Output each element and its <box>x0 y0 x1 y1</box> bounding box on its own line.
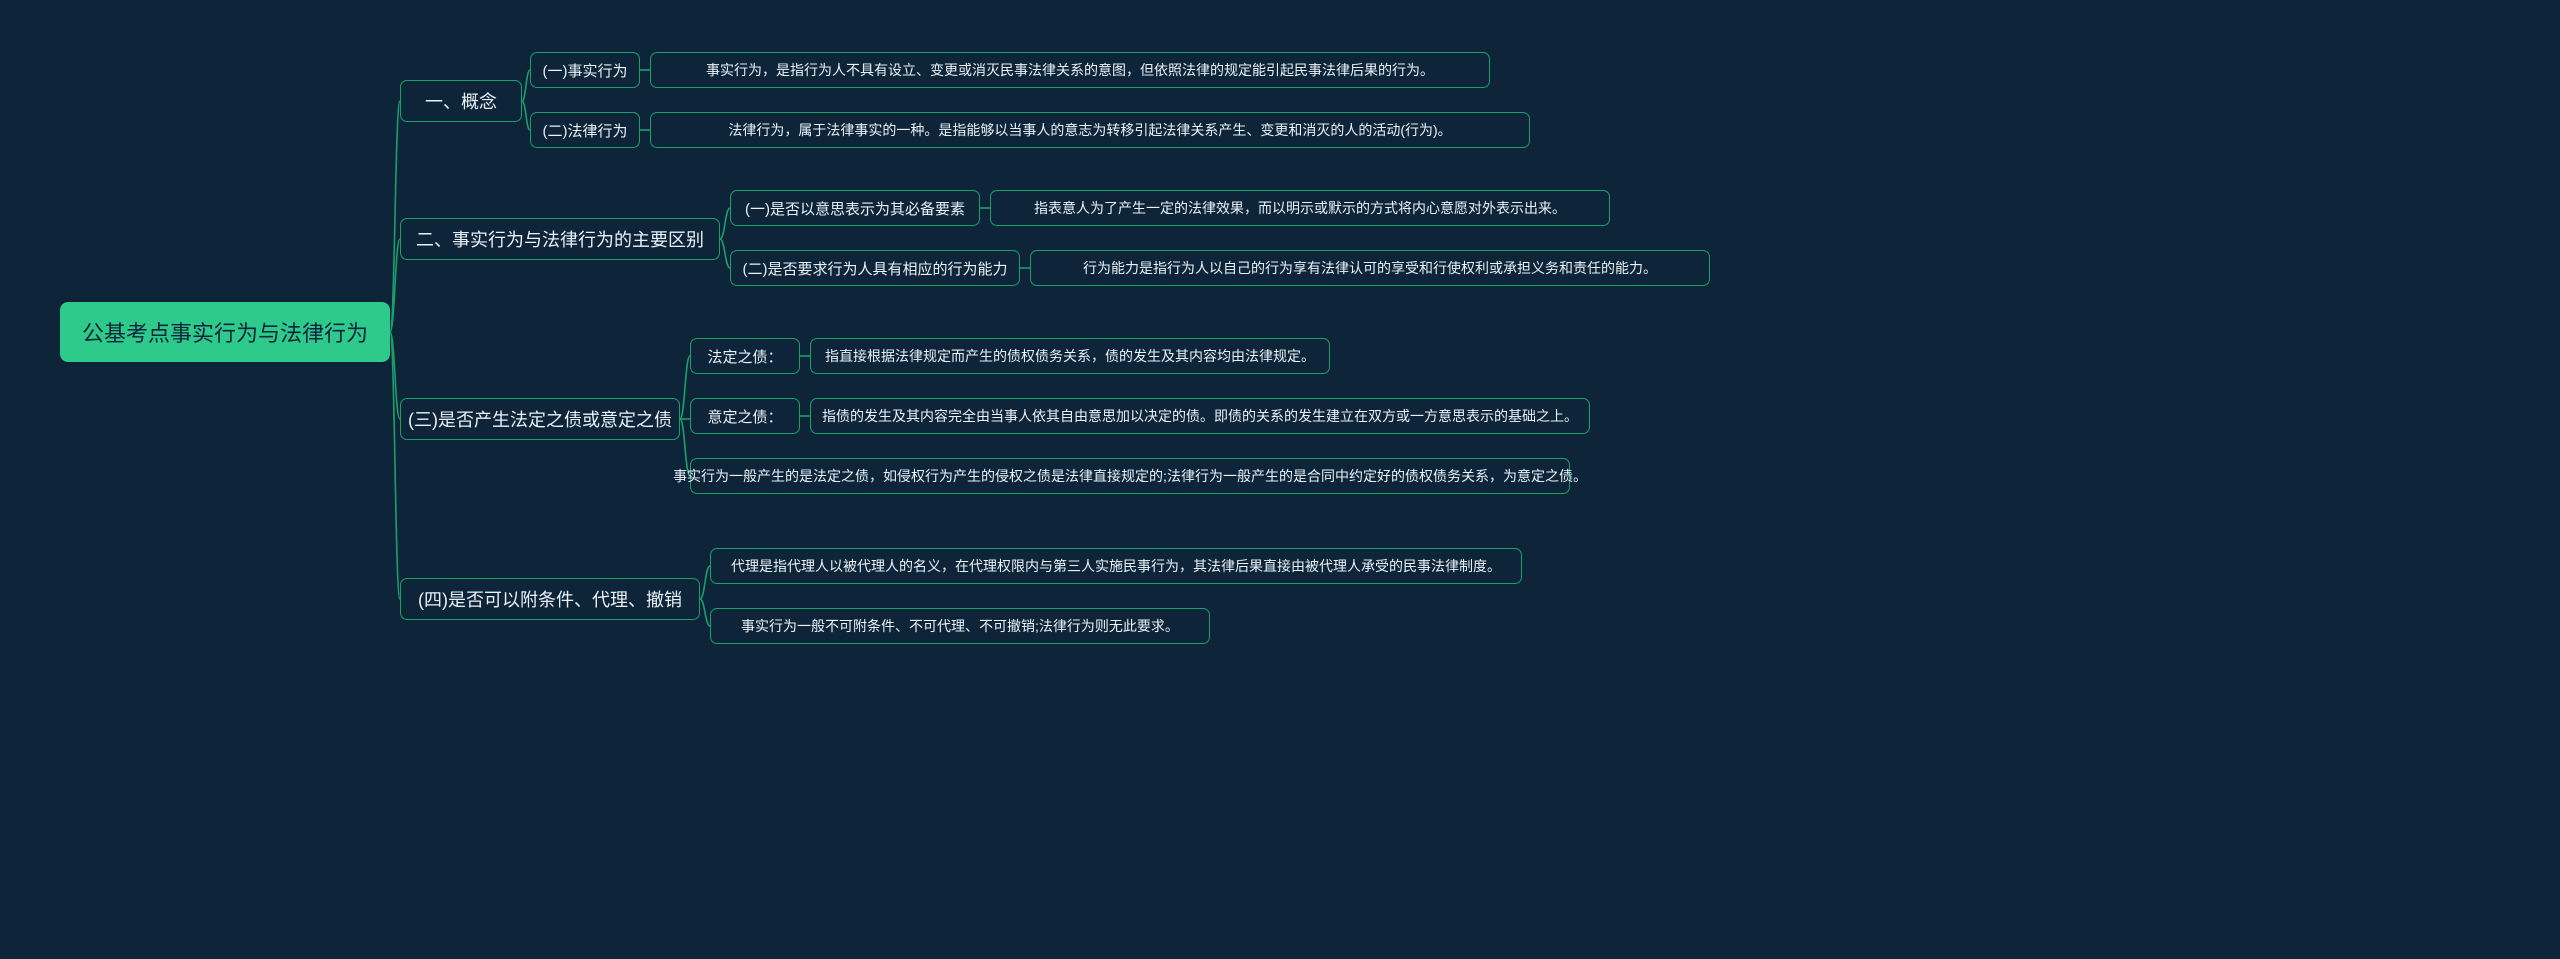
sub-capacity[interactable]: (二)是否要求行为人具有相应的行为能力 <box>730 250 1020 286</box>
branch-debt[interactable]: (三)是否产生法定之债或意定之债 <box>400 398 680 440</box>
branch-condition[interactable]: (四)是否可以附条件、代理、撤销 <box>400 578 700 620</box>
sub-legal-act[interactable]: (二)法律行为 <box>530 112 640 148</box>
leaf-legal-act-def[interactable]: 法律行为，属于法律事实的一种。是指能够以当事人的意志为转移引起法律关系产生、变更… <box>650 112 1530 148</box>
sub-intent-expression[interactable]: (一)是否以意思表示为其必备要素 <box>730 190 980 226</box>
mindmap-canvas: { "colors": { "background": "#0e2439", "… <box>0 0 2560 959</box>
sub-fact-act[interactable]: (一)事实行为 <box>530 52 640 88</box>
sub-agency-def[interactable]: 代理是指代理人以被代理人的名义，在代理权限内与第三人实施民事行为，其法律后果直接… <box>710 548 1522 584</box>
sub-debt-summary[interactable]: 事实行为一般产生的是法定之债，如侵权行为产生的侵权之债是法律直接规定的;法律行为… <box>690 458 1570 494</box>
leaf-statutory-debt-def[interactable]: 指直接根据法律规定而产生的债权债务关系，债的发生及其内容均由法律规定。 <box>810 338 1330 374</box>
branch-difference[interactable]: 二、事实行为与法律行为的主要区别 <box>400 218 720 260</box>
leaf-agreed-debt-def[interactable]: 指债的发生及其内容完全由当事人依其自由意思加以决定的债。即债的关系的发生建立在双… <box>810 398 1590 434</box>
leaf-intent-def[interactable]: 指表意人为了产生一定的法律效果，而以明示或默示的方式将内心意愿对外表示出来。 <box>990 190 1610 226</box>
sub-agreed-debt[interactable]: 意定之债： <box>690 398 800 434</box>
sub-statutory-debt[interactable]: 法定之债： <box>690 338 800 374</box>
leaf-fact-act-def[interactable]: 事实行为，是指行为人不具有设立、变更或消灭民事法律关系的意图，但依照法律的规定能… <box>650 52 1490 88</box>
root-node[interactable]: 公基考点事实行为与法律行为 <box>60 302 390 362</box>
leaf-capacity-def[interactable]: 行为能力是指行为人以自己的行为享有法律认可的享受和行使权利或承担义务和责任的能力… <box>1030 250 1710 286</box>
sub-condition-summary[interactable]: 事实行为一般不可附条件、不可代理、不可撤销;法律行为则无此要求。 <box>710 608 1210 644</box>
branch-concept[interactable]: 一、概念 <box>400 80 522 122</box>
